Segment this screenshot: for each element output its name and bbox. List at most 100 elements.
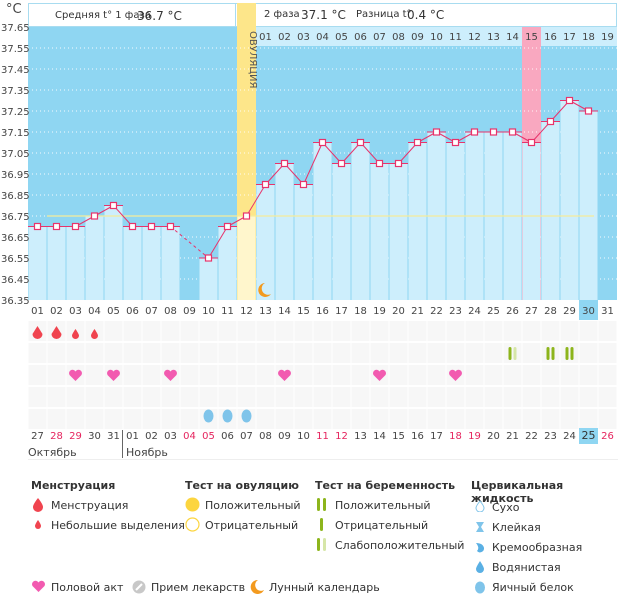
symptom-cell xyxy=(275,409,294,429)
calendar-date[interactable]: 26 xyxy=(601,431,614,442)
x-tick-label: 25 xyxy=(487,306,500,317)
y-tick-label: 36.45 xyxy=(1,275,30,286)
calendar-date[interactable]: 21 xyxy=(506,431,519,442)
temp-bar xyxy=(579,111,598,300)
calendar-date[interactable]: 12 xyxy=(335,431,348,442)
symptom-cell xyxy=(142,409,161,429)
ovulation-label: ОВУЛЯЦИЯ xyxy=(247,31,258,89)
calendar-date[interactable]: 10 xyxy=(297,431,310,442)
calendar-date[interactable]: 09 xyxy=(278,431,291,442)
symptom-cell xyxy=(104,409,123,429)
temp-bar xyxy=(123,226,142,300)
symptom-cell xyxy=(351,387,370,407)
cervical-sticky-icon xyxy=(476,522,484,532)
bbt-chart: ОВУЛЯЦИЯ 01 02 03 04 05 06 07 08 09 10 11 12 13 14 15 16… xyxy=(1,3,617,320)
temp-bar xyxy=(142,226,161,300)
temp-bar xyxy=(541,121,560,300)
month-october: Октябрь xyxy=(28,446,77,459)
calendar-date[interactable]: 16 xyxy=(411,431,424,442)
temp-point xyxy=(223,222,232,231)
symptom-cell xyxy=(294,387,313,407)
y-tick-label: 37.45 xyxy=(1,65,30,76)
temp-point xyxy=(356,138,365,147)
symptom-cell xyxy=(28,387,47,407)
calendar-date[interactable]: 23 xyxy=(544,431,557,442)
legend-menstruation: Менструация xyxy=(51,499,129,512)
calendar-date[interactable]: 24 xyxy=(563,431,576,442)
calendar-date[interactable]: 31 xyxy=(107,431,120,442)
menstruation-drop-icon xyxy=(91,329,98,339)
temp-point xyxy=(128,222,137,231)
calendar-date[interactable]: 28 xyxy=(50,431,63,442)
phase2-day-label: 14 xyxy=(506,32,519,43)
intercourse-heart-icon xyxy=(449,369,462,381)
calendar-date[interactable]: 03 xyxy=(164,431,177,442)
symptom-cell xyxy=(332,321,351,341)
symptom-cell xyxy=(465,365,484,385)
calendar-date[interactable]: 19 xyxy=(468,431,481,442)
pregnancy-negative-icon xyxy=(320,518,323,531)
calendar-date[interactable]: 08 xyxy=(259,431,272,442)
calendar-date[interactable]: 07 xyxy=(240,431,253,442)
calendar-date[interactable]: 02 xyxy=(145,431,158,442)
legend-cervical-dry: Сухо xyxy=(492,501,520,514)
symptom-cell xyxy=(66,387,85,407)
symptom-cell xyxy=(560,387,579,407)
divider xyxy=(28,459,618,460)
symptom-cell xyxy=(408,343,427,363)
calendar-date[interactable]: 27 xyxy=(31,431,44,442)
legend-spotting: Небольшие выделения xyxy=(51,519,185,532)
symptom-cell xyxy=(446,343,465,363)
temp-bar xyxy=(446,142,465,300)
symptom-cell xyxy=(503,409,522,429)
symptom-cell xyxy=(351,321,370,341)
symptom-cell xyxy=(28,365,47,385)
x-tick-label: 18 xyxy=(354,306,367,317)
temp-bar xyxy=(28,226,47,300)
calendar-date[interactable]: 15 xyxy=(392,431,405,442)
phase1-value: 36.7 °C xyxy=(137,9,182,23)
temp-bar xyxy=(351,142,370,300)
calendar-date[interactable]: 05 xyxy=(202,431,215,442)
symptom-cell xyxy=(180,343,199,363)
symptom-cell xyxy=(142,387,161,407)
symptom-cell xyxy=(427,365,446,385)
calendar-date[interactable]: 25 xyxy=(579,428,598,444)
calendar-date[interactable]: 04 xyxy=(183,431,196,442)
phase2-day-label: 05 xyxy=(335,32,348,43)
calendar-date[interactable]: 06 xyxy=(221,431,234,442)
symptom-cell xyxy=(560,409,579,429)
temp-point xyxy=(527,138,536,147)
temp-point xyxy=(109,201,118,210)
calendar-date[interactable]: 29 xyxy=(69,431,82,442)
symptom-cell xyxy=(579,321,598,341)
x-tick-label: 12 xyxy=(240,306,253,317)
calendar-date[interactable]: 20 xyxy=(487,431,500,442)
pregnancy-test-icon xyxy=(546,347,550,360)
pregnancy-test-icon xyxy=(508,347,512,360)
calendar-date[interactable]: 18 xyxy=(449,431,462,442)
calendar-date[interactable]: 17 xyxy=(430,431,443,442)
calendar-date[interactable]: 11 xyxy=(316,431,329,442)
moon-icon xyxy=(250,579,264,594)
calendar-date[interactable]: 22 xyxy=(525,431,538,442)
symptom-cell xyxy=(351,343,370,363)
temp-point xyxy=(204,254,213,262)
symptom-cell xyxy=(180,365,199,385)
symptom-cell xyxy=(465,409,484,429)
pregnancy-weak-icon xyxy=(317,538,326,551)
calendar-date[interactable]: 14 xyxy=(373,431,386,442)
legend-menstruation-title: Менструация xyxy=(31,479,116,492)
temp-point xyxy=(565,96,574,105)
y-tick-label: 36.85 xyxy=(1,191,30,202)
temp-bar xyxy=(313,142,332,300)
temp-bar xyxy=(389,163,408,300)
symptom-cell xyxy=(180,409,199,429)
symptom-cell xyxy=(446,387,465,407)
y-tick-label: 36.65 xyxy=(1,233,30,244)
calendar-date[interactable]: 01 xyxy=(126,431,139,442)
symptom-cell xyxy=(294,409,313,429)
phase2-day-label: 10 xyxy=(430,32,443,43)
calendar-date[interactable]: 30 xyxy=(88,431,101,442)
calendar-date[interactable]: 13 xyxy=(354,431,367,442)
